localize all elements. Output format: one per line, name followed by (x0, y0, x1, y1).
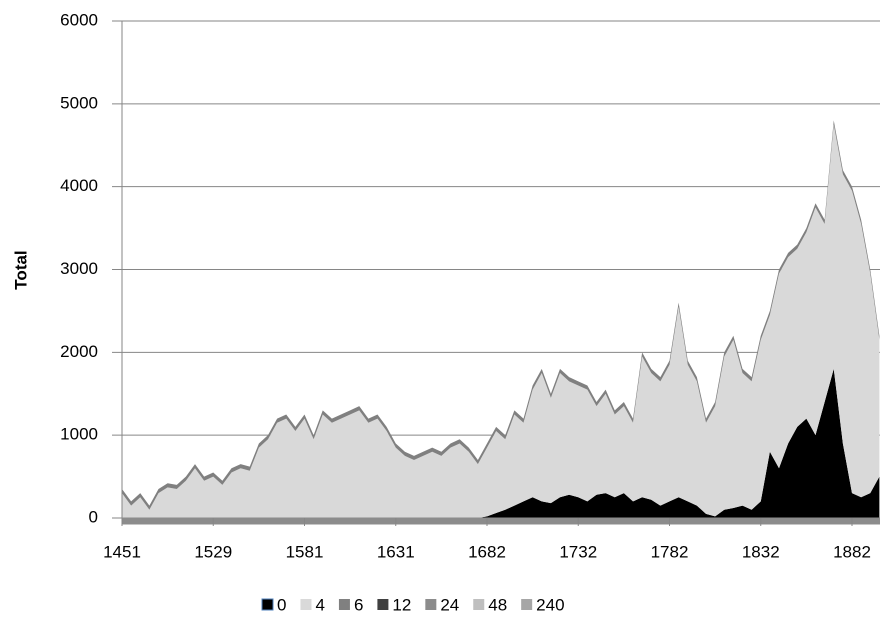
area (122, 368, 880, 518)
legend-swatch (338, 599, 350, 610)
legend-label: 12 (392, 595, 411, 614)
legend-label: 240 (536, 595, 564, 614)
x-tick-label: 1529 (194, 542, 232, 561)
y-axis-label: Total (11, 250, 30, 289)
legend-label: 48 (488, 595, 507, 614)
legend-label: 6 (354, 595, 363, 614)
legend-label: 4 (315, 595, 324, 614)
y-tick-label: 6000 (60, 10, 98, 29)
x-tick-label: 1682 (468, 542, 506, 561)
area (122, 124, 880, 519)
x-tick-label: 1832 (742, 542, 780, 561)
y-tick-label: 5000 (60, 93, 98, 112)
legend-swatch (473, 599, 485, 610)
legend-swatch (521, 599, 533, 610)
y-tick-label: 4000 (60, 176, 98, 195)
x-tick-label: 1882 (833, 542, 871, 561)
x-tick-label: 1732 (559, 542, 597, 561)
legend-label: 24 (440, 595, 459, 614)
y-tick-label: 2000 (60, 342, 98, 361)
legend-swatch (425, 599, 437, 610)
x-tick-label: 1581 (286, 542, 324, 561)
x-tick-label: 1631 (377, 542, 415, 561)
x-tick-label: 1782 (651, 542, 689, 561)
area (122, 120, 880, 510)
y-tick-label: 3000 (60, 259, 98, 278)
x-tick-label: 1451 (103, 542, 141, 561)
legend-swatch (300, 599, 312, 610)
legend-label: 0 (277, 595, 286, 614)
y-tick-label: 0 (89, 507, 98, 526)
y-tick-label: 1000 (60, 425, 98, 444)
legend-swatch (377, 599, 389, 610)
legend-swatch (261, 598, 274, 611)
